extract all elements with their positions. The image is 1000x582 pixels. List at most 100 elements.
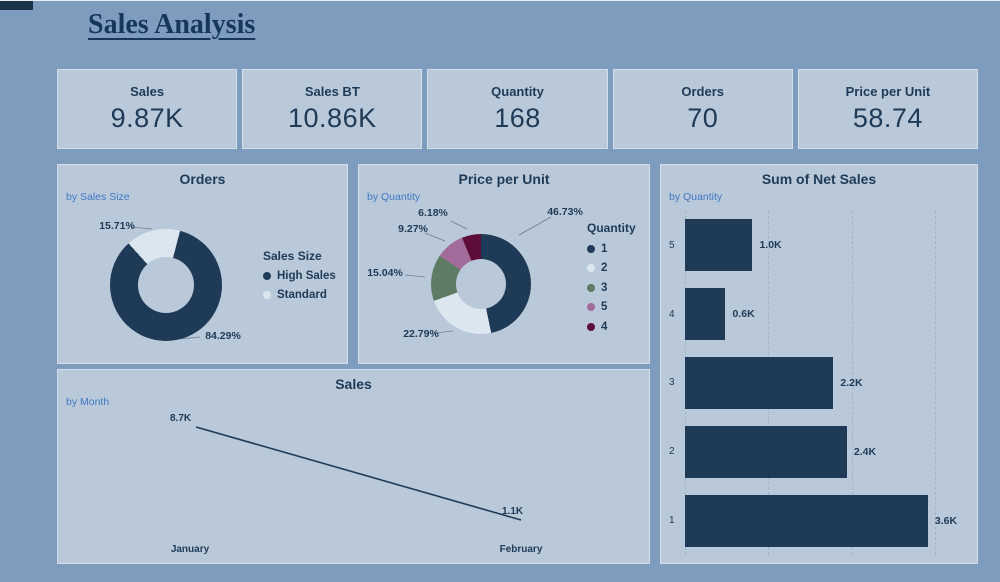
kpi-label: Orders <box>681 84 725 99</box>
kpi-card-sales[interactable]: Sales 9.87K <box>57 69 238 149</box>
bar-track: 1.0K <box>685 211 961 280</box>
line-data-label: 1.1K <box>502 506 524 517</box>
legend-item-4[interactable]: 4 <box>587 321 636 333</box>
sales-line-chart[interactable] <box>58 370 649 563</box>
bar-quantity-4[interactable] <box>685 288 726 341</box>
kpi-value: 10.86K <box>288 103 377 133</box>
chart-title: Orders <box>179 171 226 187</box>
donut-hole <box>138 257 194 313</box>
category-axis-label: 5 <box>669 239 675 251</box>
kpi-value: 9.87K <box>110 103 184 133</box>
page-title: Sales Analysis <box>88 9 256 40</box>
category-axis-label: 3 <box>669 377 675 389</box>
legend-item-1[interactable]: 1 <box>587 243 636 255</box>
bar-row: 2 2.4K <box>669 417 969 486</box>
legend-item-high-sales[interactable]: High Sales <box>263 270 336 282</box>
kpi-value: 70 <box>687 103 719 133</box>
bar-plot-area: 5 1.0K 4 0.6K 3 2.2K <box>669 211 969 555</box>
donut-hole <box>456 259 506 309</box>
legend-dot-icon <box>587 264 595 272</box>
price-per-unit-donut-chart[interactable] <box>431 234 531 334</box>
price-per-unit-donut-card: Price per Unit by Quantity 46.73% 22.79%… <box>358 164 650 364</box>
kpi-card-quantity[interactable]: Quantity 168 <box>427 69 608 149</box>
donut-data-label: 84.29% <box>205 330 241 342</box>
legend-title: Sales Size <box>263 249 322 263</box>
window-corner-decoration <box>0 1 33 10</box>
legend-item-5[interactable]: 5 <box>587 301 636 313</box>
legend-item-2[interactable]: 2 <box>587 262 636 274</box>
legend-label: 3 <box>601 281 608 294</box>
legend-label: 5 <box>601 301 608 313</box>
bar-quantity-2[interactable] <box>685 425 847 478</box>
category-axis-label: 4 <box>669 308 675 320</box>
legend-label: 2 <box>601 262 608 274</box>
chart-subtitle: by Quantity <box>367 191 421 203</box>
donut-data-label: 9.27% <box>398 223 428 235</box>
category-axis-label: 1 <box>669 515 675 527</box>
legend-dot-icon <box>263 291 271 299</box>
bar-data-label: 3.6K <box>934 514 958 527</box>
bar-row: 3 2.2K <box>669 349 969 418</box>
orders-donut-card: Orders by Sales Size 15.71% 84.29% Sales… <box>57 164 348 364</box>
sales-line-card: Sales by Month 8.7K 1.1K January Februar… <box>57 369 650 564</box>
line-data-label: 8.7K <box>170 413 192 424</box>
donut-data-label: 22.79% <box>403 328 439 340</box>
legend-dot-icon <box>587 322 595 331</box>
chart-subtitle: by Quantity <box>669 191 723 203</box>
bar-row: 5 1.0K <box>669 211 969 280</box>
chart-title: Sum of Net Sales <box>761 171 877 187</box>
bar-track: 0.6K <box>685 280 961 349</box>
kpi-card-price-per-unit[interactable]: Price per Unit 58.74 <box>797 69 979 149</box>
chart-subtitle: by Sales Size <box>66 191 130 203</box>
gridline <box>851 211 853 555</box>
gridline <box>934 211 936 555</box>
bar-data-label: 2.2K <box>840 376 863 389</box>
kpi-label: Sales <box>130 84 165 99</box>
quantity-legend: Quantity 1 2 3 5 4 <box>587 221 636 333</box>
donut-data-label: 46.73% <box>547 206 583 218</box>
bar-data-label: 0.6K <box>732 308 755 321</box>
bar-row: 4 0.6K <box>669 280 969 349</box>
kpi-value: 58.74 <box>852 103 923 133</box>
x-axis-label-january: January <box>170 544 210 555</box>
bar-track: 2.4K <box>685 417 961 486</box>
donut-data-label: 15.71% <box>99 220 135 232</box>
kpi-label: Quantity <box>491 84 544 99</box>
chart-title: Sales <box>335 376 372 392</box>
legend-dot-icon <box>587 283 595 292</box>
kpi-card-sales-bt[interactable]: Sales BT 10.86K <box>242 69 423 149</box>
legend-dot-icon <box>587 244 595 253</box>
x-axis-label-february: February <box>499 544 543 555</box>
category-axis-label: 2 <box>669 446 675 458</box>
orders-donut-chart[interactable] <box>110 229 222 341</box>
legend-item-3[interactable]: 3 <box>587 282 636 294</box>
bar-data-label: 1.0K <box>759 239 782 252</box>
net-sales-bar-card: Sum of Net Sales by Quantity 5 1.0K 4 0.… <box>660 164 978 564</box>
bar-quantity-3[interactable] <box>685 356 834 409</box>
bar-quantity-1[interactable] <box>685 494 928 547</box>
bar-data-label: 2.4K <box>853 445 877 458</box>
kpi-label: Price per Unit <box>845 84 931 99</box>
legend-label: Standard <box>277 289 327 301</box>
kpi-label: Sales BT <box>304 84 360 99</box>
legend-dot-icon <box>263 272 271 280</box>
chart-subtitle: by Month <box>66 396 110 408</box>
bar-quantity-5[interactable] <box>685 219 753 272</box>
kpi-card-orders[interactable]: Orders 70 <box>612 69 793 149</box>
legend-label: 1 <box>601 242 608 255</box>
legend-label: 4 <box>601 320 608 333</box>
bar-track: 3.6K <box>685 486 961 555</box>
bar-row: 1 3.6K <box>669 486 969 555</box>
legend-label: High Sales <box>277 270 336 282</box>
legend-item-standard[interactable]: Standard <box>263 289 336 301</box>
bar-track: 2.2K <box>685 349 961 418</box>
kpi-value: 168 <box>494 103 541 133</box>
legend-dot-icon <box>587 303 595 311</box>
donut-data-label: 6.18% <box>418 207 448 219</box>
chart-title: Price per Unit <box>458 171 550 187</box>
orders-legend: Sales Size High Sales Standard <box>263 249 336 301</box>
kpi-row: Sales 9.87K Sales BT 10.86K Quantity 168… <box>57 69 979 149</box>
legend-title: Quantity <box>587 221 636 235</box>
donut-data-label: 15.04% <box>367 267 403 279</box>
